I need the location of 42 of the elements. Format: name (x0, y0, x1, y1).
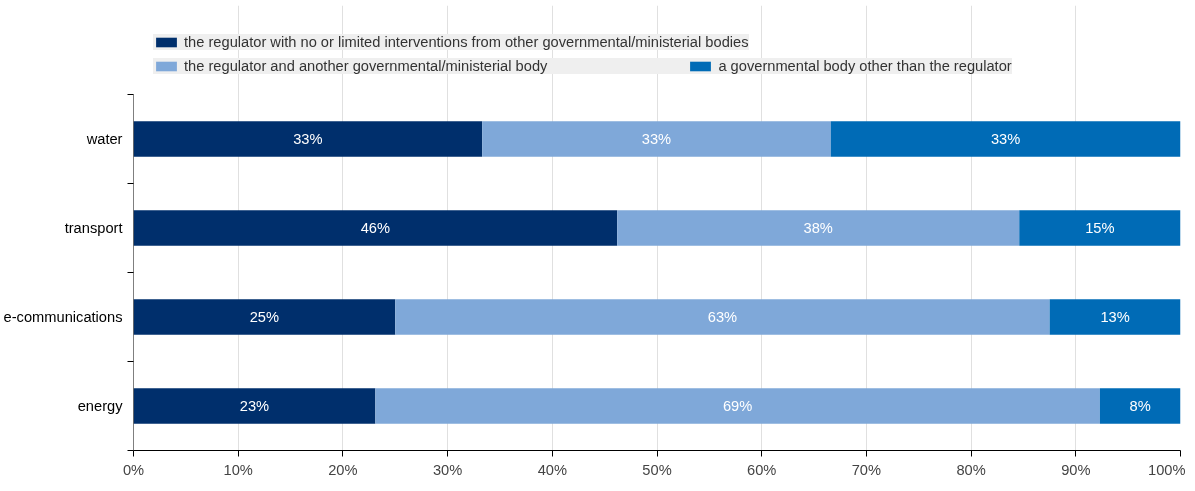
x-tick-label: 70% (851, 461, 882, 478)
bar (133, 121, 483, 157)
data-label: 33% (641, 131, 672, 147)
bar (375, 388, 1100, 424)
data-label: 63% (707, 309, 738, 325)
x-tick-label: 60% (747, 461, 777, 478)
y-tick-label: energy (77, 398, 124, 414)
x-tick-label: 40% (537, 461, 567, 478)
data-label: 38% (803, 220, 833, 236)
x-tick-label: 90% (1061, 461, 1091, 478)
y-tick-label: e-communications (3, 309, 123, 325)
bar (395, 299, 1050, 335)
bar (1099, 388, 1181, 424)
data-label: 33% (293, 131, 323, 147)
data-label: 25% (249, 309, 280, 325)
x-tick-label: 50% (642, 461, 672, 478)
bar (617, 210, 1020, 246)
legend-label: the regulator and another governmental/ministerial body (184, 58, 548, 74)
legend-label: the regulator with no or limited interventions from other governmental/ministerial bodies (184, 34, 749, 50)
x-tick-label: 10% (223, 461, 253, 478)
data-label: 33% (990, 131, 1021, 147)
y-tick-label: transport (64, 220, 123, 236)
bar (830, 121, 1181, 157)
bar (133, 299, 396, 335)
bar (1019, 210, 1181, 246)
legend-label: a governmental body other than the regulator (718, 58, 1012, 74)
data-label: 46% (360, 220, 391, 236)
data-label: 13% (1100, 309, 1130, 325)
bar (133, 210, 618, 246)
x-tick-label: 30% (432, 461, 463, 478)
bar (1049, 299, 1181, 335)
x-tick-label: 0% (122, 461, 145, 478)
bar (482, 121, 831, 157)
x-tick-label: 100% (1148, 461, 1186, 478)
y-tick-label: water (85, 131, 123, 147)
data-label: 8% (1129, 398, 1151, 414)
data-label: 69% (722, 398, 753, 414)
x-tick-label: 20% (328, 461, 358, 478)
data-label: 15% (1085, 220, 1115, 236)
bar (133, 388, 376, 424)
data-label: 23% (239, 398, 270, 414)
x-tick-label: 80% (956, 461, 986, 478)
